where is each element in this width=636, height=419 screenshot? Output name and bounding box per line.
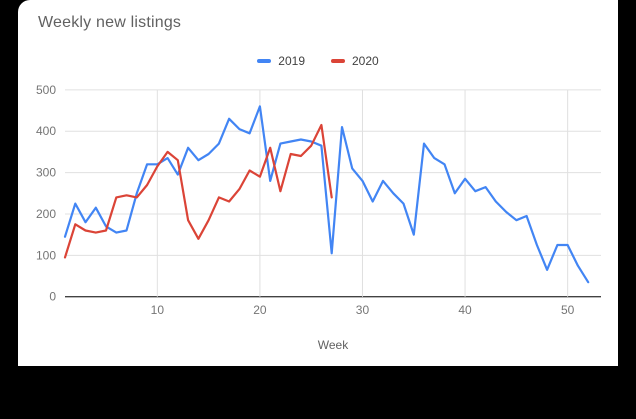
- x-axis-label-50: 50: [561, 303, 575, 317]
- x-axis-label-40: 40: [458, 303, 472, 317]
- plot-area: 0 100 200 300 400 500 10 20 30 40 50: [36, 83, 601, 317]
- series-2020-line: [63, 123, 333, 259]
- y-axis-label-200: 200: [36, 207, 56, 221]
- legend-label-2019: 2019: [278, 54, 305, 68]
- x-axis-label-20: 20: [253, 303, 267, 317]
- legend-item-2019: 2019: [257, 54, 305, 68]
- legend-label-2020: 2020: [352, 54, 379, 68]
- x-axis-label-10: 10: [151, 303, 165, 317]
- y-axis-label-0: 0: [49, 290, 56, 304]
- y-axis-label-500: 500: [36, 83, 56, 97]
- y-axis-label-400: 400: [36, 124, 56, 138]
- chart-card: Weekly new listings 2019 2020 0 100 200 300…: [18, 0, 618, 366]
- chart-title: Weekly new listings: [38, 14, 182, 31]
- y-axis-label-100: 100: [36, 248, 56, 262]
- x-axis-title: Week: [317, 338, 349, 352]
- chart-legend: 2019 2020: [18, 53, 618, 69]
- series-2019-line: [63, 105, 590, 284]
- legend-item-2020: 2020: [331, 54, 379, 68]
- legend-swatch-2019: [257, 59, 272, 63]
- x-axis-label-30: 30: [356, 303, 370, 317]
- y-axis-label-300: 300: [36, 166, 56, 180]
- legend-swatch-2020: [331, 59, 345, 63]
